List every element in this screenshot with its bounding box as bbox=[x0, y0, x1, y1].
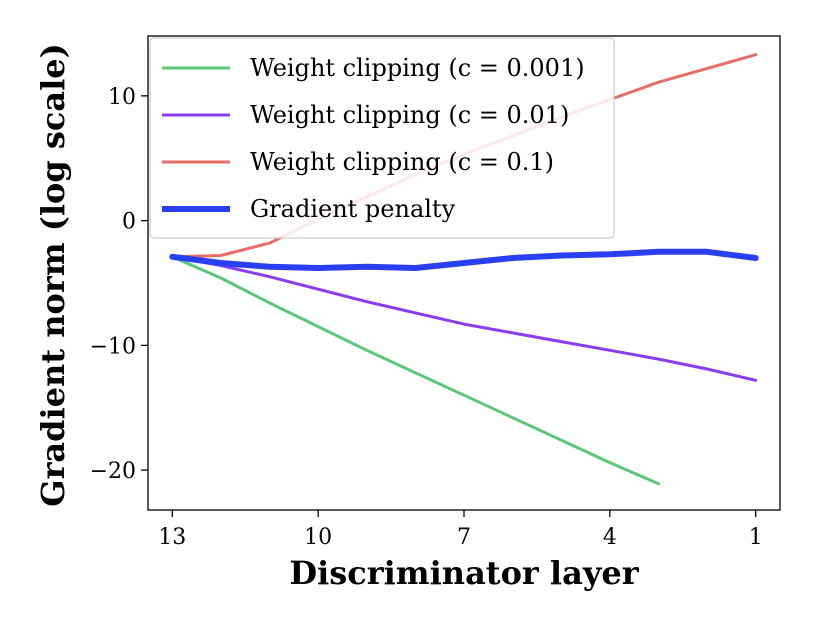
series-line-4 bbox=[169, 248, 759, 271]
y-tick-label: −10 bbox=[90, 334, 136, 359]
y-tick-label: 10 bbox=[108, 85, 136, 110]
x-axis: 13 10 7 4 1 bbox=[158, 510, 763, 550]
series-line-2 bbox=[170, 255, 758, 382]
y-axis: 10 0 −10 −20 bbox=[90, 85, 148, 484]
legend: Weight clipping (c = 0.001) Weight clippi… bbox=[149, 37, 615, 239]
y-tick-label: −20 bbox=[90, 459, 136, 484]
y-axis-title: Gradient norm (log scale) bbox=[34, 43, 72, 507]
series-line-1 bbox=[170, 255, 660, 486]
x-tick-label: 4 bbox=[603, 525, 617, 550]
y-tick-label: 0 bbox=[122, 210, 136, 235]
legend-label: Weight clipping (c = 0.01) bbox=[250, 101, 569, 129]
legend-label: Gradient penalty bbox=[250, 195, 456, 223]
x-tick-label: 10 bbox=[304, 525, 332, 550]
x-tick-label: 13 bbox=[158, 525, 186, 550]
x-tick-label: 1 bbox=[749, 525, 763, 550]
x-axis-title: Discriminator layer bbox=[289, 554, 639, 592]
legend-label: Weight clipping (c = 0.001) bbox=[250, 54, 585, 82]
x-tick-label: 7 bbox=[457, 525, 471, 550]
legend-label: Weight clipping (c = 0.1) bbox=[250, 148, 554, 176]
legend-box bbox=[149, 37, 615, 239]
